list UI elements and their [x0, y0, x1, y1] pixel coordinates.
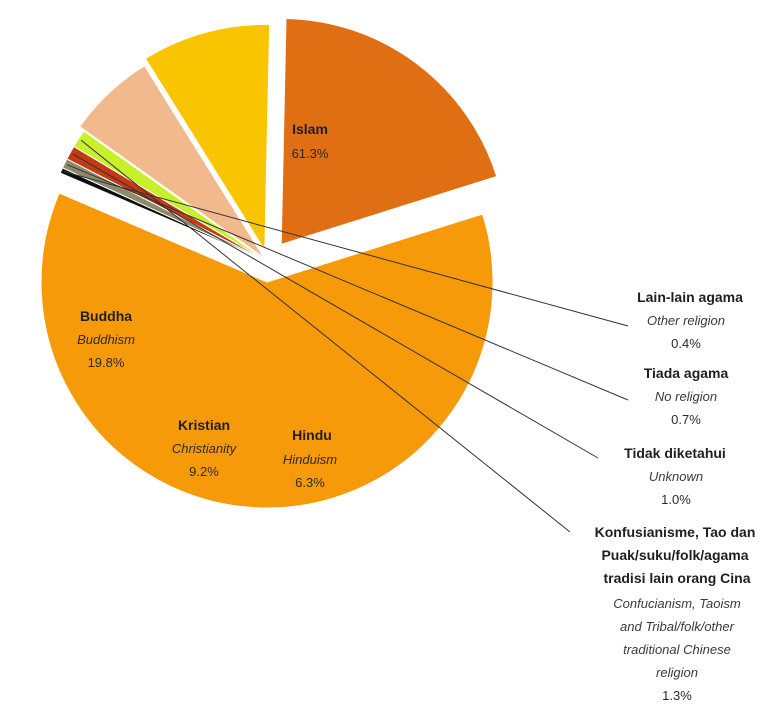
other-religion-name: Lain-lain agama — [637, 289, 743, 305]
chinese-religion-english-line-1: Confucianism, Taoism — [613, 596, 741, 611]
other-religion-english: Other religion — [647, 313, 725, 328]
slice-islam — [41, 193, 493, 508]
buddha-percent: 19.8% — [88, 355, 125, 370]
no-religion-percent: 0.7% — [671, 412, 701, 427]
hindu-english: Hinduism — [283, 452, 337, 467]
callout-chinese-religion: Konfusianisme, Tao dan Puak/suku/folk/ag… — [595, 524, 756, 703]
chinese-religion-english-line-4: religion — [656, 665, 698, 680]
chinese-religion-english-line-2: and Tribal/folk/other — [620, 619, 735, 634]
callout-unknown: Tidak diketahui Unknown 1.0% — [624, 445, 726, 507]
chinese-religion-name-line-3: tradisi lain orang Cina — [603, 570, 750, 586]
unknown-name: Tidak diketahui — [624, 445, 726, 461]
chinese-religion-percent: 1.3% — [662, 688, 692, 703]
callout-other-religion: Lain-lain agama Other religion 0.4% — [637, 289, 743, 351]
buddha-english: Buddhism — [77, 332, 135, 347]
islam-name: Islam — [292, 121, 328, 137]
chinese-religion-name-line-2: Puak/suku/folk/agama — [601, 547, 748, 563]
hindu-name: Hindu — [292, 427, 332, 443]
unknown-english: Unknown — [649, 469, 703, 484]
islam-percent: 61.3% — [292, 146, 329, 161]
kristian-english: Christianity — [172, 441, 238, 456]
no-religion-name: Tiada agama — [644, 365, 729, 381]
chinese-religion-english-line-3: traditional Chinese — [623, 642, 731, 657]
kristian-percent: 9.2% — [189, 464, 219, 479]
kristian-name: Kristian — [178, 417, 230, 433]
other-religion-percent: 0.4% — [671, 336, 701, 351]
no-religion-english: No religion — [655, 389, 717, 404]
chinese-religion-name-line-1: Konfusianisme, Tao dan — [595, 524, 756, 540]
unknown-percent: 1.0% — [661, 492, 691, 507]
hindu-percent: 6.3% — [295, 475, 325, 490]
buddha-name: Buddha — [80, 308, 132, 324]
pie-slices — [41, 18, 497, 508]
callout-no-religion: Tiada agama No religion 0.7% — [644, 365, 729, 427]
